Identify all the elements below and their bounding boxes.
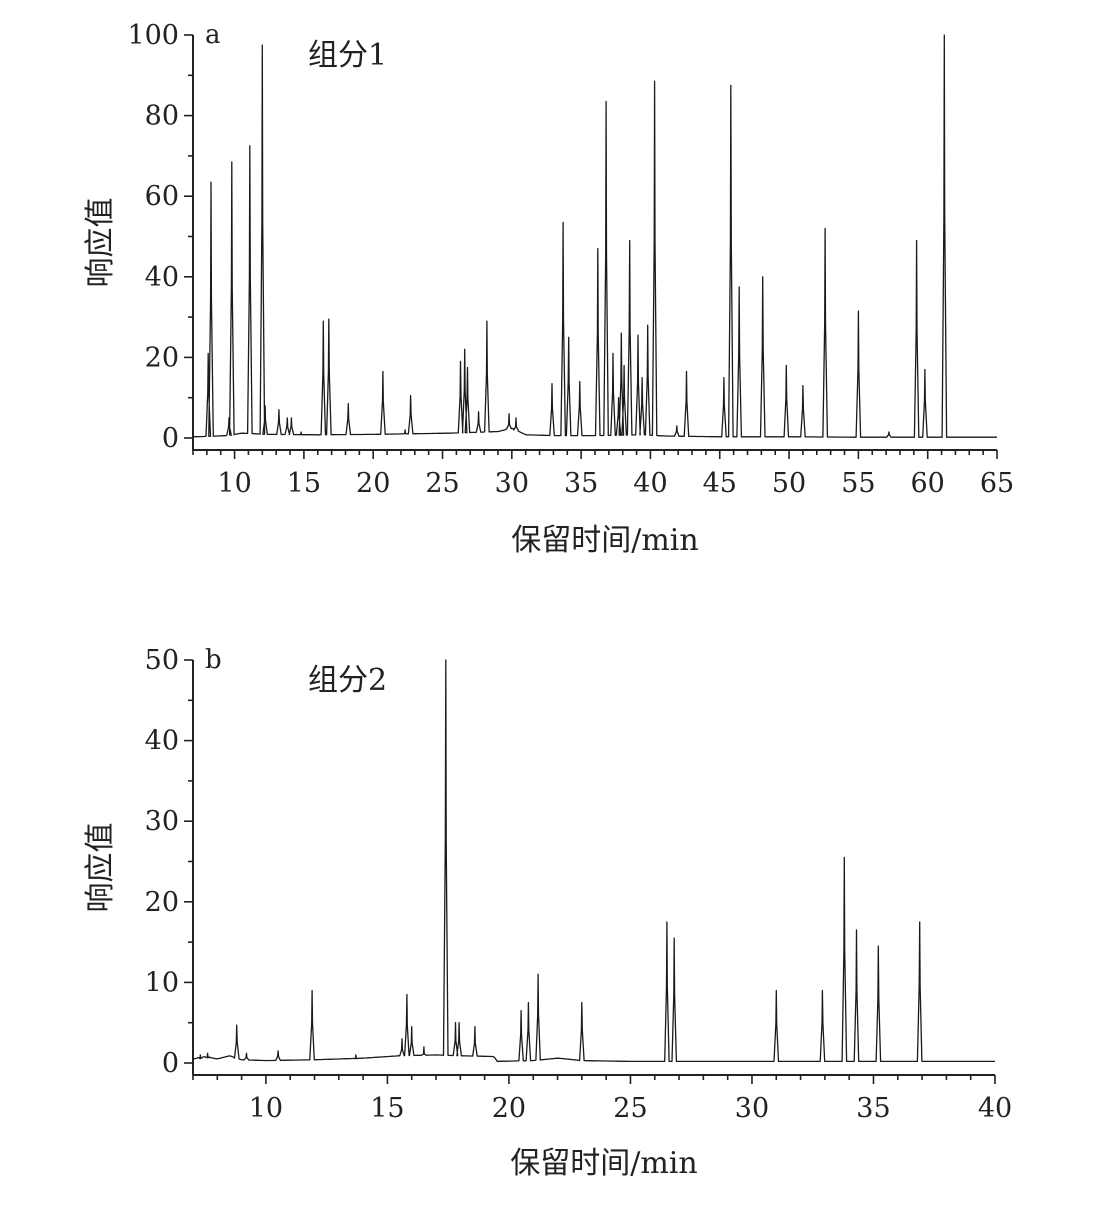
y-tick-label: 60	[145, 181, 179, 212]
x-tick-label: 65	[980, 468, 1014, 499]
y-tick-label: 10	[145, 967, 179, 998]
x-tick-label: 60	[911, 468, 945, 499]
y-tick-label: 0	[162, 1048, 179, 1079]
x-tick-label: 45	[703, 468, 737, 499]
panel-letter: b	[205, 645, 222, 675]
y-tick-label: 0	[162, 423, 179, 454]
y-tick-label: 20	[145, 342, 179, 373]
x-tick-label: 25	[613, 1093, 647, 1124]
y-axis-title: 响应值	[83, 823, 118, 913]
panel-title: 组分1	[308, 38, 387, 73]
y-tick-label: 80	[145, 101, 179, 132]
x-tick-label: 10	[249, 1093, 283, 1124]
x-tick-label: 40	[633, 468, 667, 499]
x-tick-label: 55	[841, 468, 875, 499]
x-tick-label: 10	[217, 468, 251, 499]
y-tick-label: 20	[145, 887, 179, 918]
panel-letter: a	[205, 20, 221, 50]
x-tick-label: 50	[772, 468, 806, 499]
y-tick-label: 40	[145, 262, 179, 293]
x-axis-title: 保留时间/min	[510, 1146, 697, 1181]
x-tick-label: 40	[978, 1093, 1012, 1124]
x-axis-title: 保留时间/min	[511, 523, 698, 558]
y-axis-title: 响应值	[83, 198, 118, 288]
chromatogram-trace	[192, 34, 998, 438]
chart-panel-b: 10 15 20 25 30 35 40 0 10 20 30 40 50 保留时间/min 响应值 b 组分2	[83, 645, 1012, 1181]
x-tick-label: 35	[856, 1093, 890, 1124]
panel-title: 组分2	[308, 663, 387, 698]
x-tick-label: 35	[564, 468, 598, 499]
x-tick-label: 15	[370, 1093, 404, 1124]
chart-panel-a: 10 15 20 25 30 35 40 45 50 55 60 65 0 20 40 60 80 100 保留时间…	[83, 20, 1014, 558]
chromatogram-trace	[192, 659, 995, 1063]
x-tick-label: 25	[425, 468, 459, 499]
x-tick-label: 30	[735, 1093, 769, 1124]
y-tick-label: 30	[145, 806, 179, 837]
x-tick-label: 20	[492, 1093, 526, 1124]
x-tick-label: 15	[287, 468, 321, 499]
y-tick-label: 50	[145, 645, 179, 676]
y-tick-label: 40	[145, 726, 179, 757]
x-tick-label: 30	[495, 468, 529, 499]
y-tick-label: 100	[127, 20, 179, 51]
x-tick-label: 20	[356, 468, 390, 499]
